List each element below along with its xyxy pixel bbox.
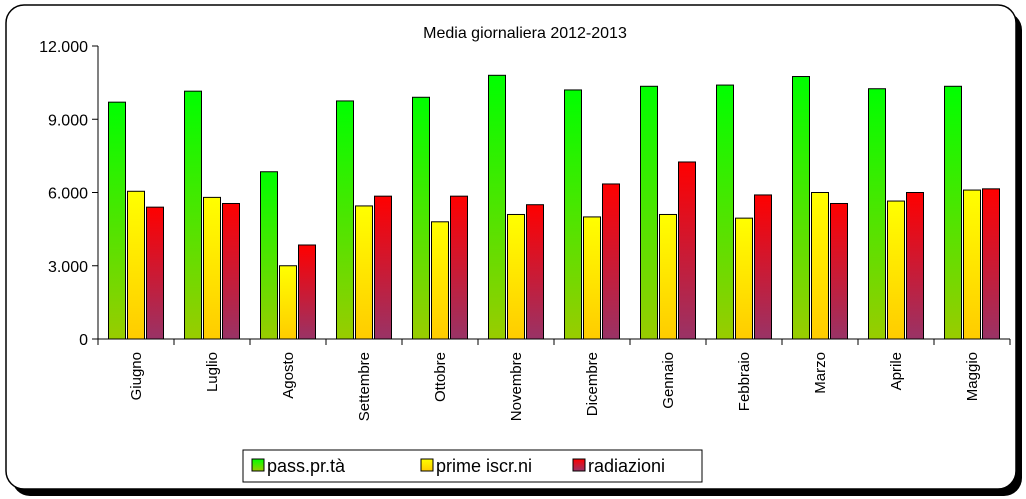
category-label: Febbraio — [736, 352, 753, 411]
bar-radiazioni-ottobre — [450, 195, 468, 340]
legend-swatch — [420, 458, 434, 472]
bar-pass-pr-t--luglio — [184, 90, 202, 340]
bar-prime-iscr-ni-luglio — [203, 196, 221, 340]
y-tick-label: 6.000 — [48, 186, 88, 203]
bar-prime-iscr-ni-ottobre — [431, 221, 449, 340]
y-tick-label: 9.000 — [48, 112, 88, 129]
category-labels: Giugno Luglio Agosto Settembre Ottobre Novemb… — [128, 352, 981, 421]
bar-prime-iscr-ni-maggio — [963, 189, 981, 340]
bar-pass-pr-t--aprile — [868, 88, 886, 340]
legend: pass.pr.tà prime iscr.ni radiazioni — [242, 449, 703, 483]
bar-radiazioni-dicembre — [602, 183, 620, 340]
bar-prime-iscr-ni-marzo — [811, 192, 829, 340]
bar-prime-iscr-ni-febbraio — [735, 217, 753, 340]
bar-prime-iscr-ni-novembre — [507, 213, 525, 340]
legend-box — [242, 449, 703, 483]
y-tick-label: 0 — [79, 332, 88, 349]
legend-swatch — [572, 458, 586, 472]
bar-pass-pr-t--febbraio — [716, 84, 734, 340]
category-label: Giugno — [128, 352, 145, 400]
bar-pass-pr-t--dicembre — [564, 89, 582, 340]
bar-radiazioni-settembre — [374, 195, 392, 340]
bar-prime-iscr-ni-settembre — [355, 205, 373, 340]
category-label: Luglio — [204, 352, 221, 392]
bar-pass-pr-t--gennaio — [640, 85, 658, 340]
category-label: Marzo — [812, 352, 829, 394]
y-tick-label: 3.000 — [48, 259, 88, 276]
category-label: Maggio — [964, 352, 981, 401]
chart-title: Media giornaliera 2012-2013 — [423, 25, 627, 42]
bar-radiazioni-novembre — [526, 204, 544, 340]
bar-radiazioni-agosto — [298, 244, 316, 340]
bar-pass-pr-t--agosto — [260, 171, 278, 340]
legend-label: radiazioni — [588, 456, 665, 476]
bar-prime-iscr-ni-dicembre — [583, 216, 601, 340]
legend-swatch — [251, 458, 265, 472]
bar-pass-pr-t--novembre — [488, 74, 506, 340]
bar-radiazioni-luglio — [222, 202, 240, 340]
bar-pass-pr-t--marzo — [792, 76, 810, 340]
bar-radiazioni-giugno — [146, 206, 164, 340]
legend-label: pass.pr.tà — [267, 456, 346, 476]
bars — [108, 74, 1000, 340]
category-label: Gennaio — [660, 352, 677, 409]
bar-prime-iscr-ni-giugno — [127, 190, 145, 340]
bar-pass-pr-t--maggio — [944, 85, 962, 340]
bar-pass-pr-t--giugno — [108, 101, 126, 340]
bar-radiazioni-febbraio — [754, 194, 772, 340]
category-label: Dicembre — [584, 352, 601, 416]
bar-radiazioni-marzo — [830, 202, 848, 340]
category-label: Novembre — [508, 352, 525, 421]
bar-radiazioni-maggio — [982, 188, 1000, 340]
bar-pass-pr-t--settembre — [336, 100, 354, 340]
category-label: Ottobre — [432, 352, 449, 402]
category-label: Settembre — [356, 352, 373, 421]
axes: 0 3.000 6.000 9.000 12.000 — [39, 39, 1011, 349]
legend-label: prime iscr.ni — [436, 456, 532, 476]
category-label: Agosto — [280, 352, 297, 399]
y-tick-label: 12.000 — [39, 39, 88, 56]
bar-radiazioni-gennaio — [678, 161, 696, 340]
bar-pass-pr-t--ottobre — [412, 96, 430, 340]
bar-prime-iscr-ni-gennaio — [659, 213, 677, 340]
category-label: Aprile — [888, 352, 905, 390]
bar-prime-iscr-ni-agosto — [279, 265, 297, 340]
bar-radiazioni-aprile — [906, 192, 924, 340]
bar-prime-iscr-ni-aprile — [887, 200, 905, 340]
